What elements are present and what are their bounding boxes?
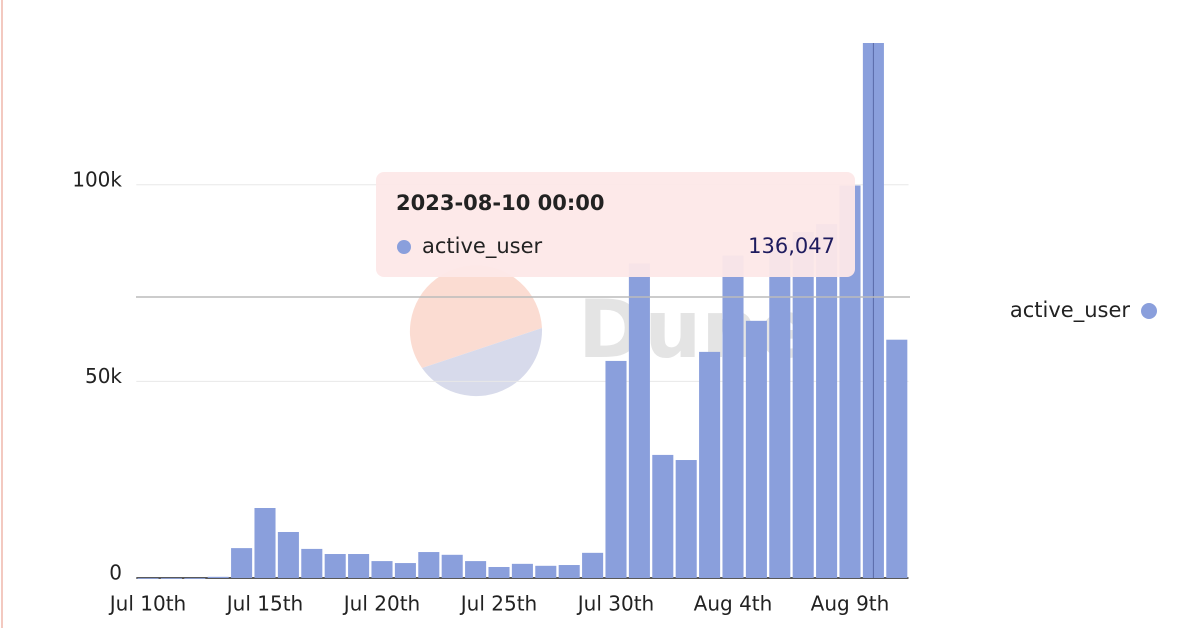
bar <box>582 552 604 578</box>
bar <box>769 243 791 578</box>
bar <box>207 576 229 578</box>
tooltip: 2023-08-10 00:00 active_user 136,047 <box>376 172 855 277</box>
y-tick-label: 100k <box>72 167 122 191</box>
x-tick-label: Jul 30th <box>576 592 654 616</box>
bar <box>745 320 767 578</box>
y-tick-label: 50k <box>85 364 122 388</box>
tooltip-swatch <box>397 240 411 254</box>
bar <box>371 561 393 578</box>
x-tick-label: Jul 10th <box>108 592 186 616</box>
x-tick-label: Aug 9th <box>811 592 890 616</box>
bar <box>254 508 276 578</box>
legend-swatch <box>1141 303 1157 319</box>
x-tick-label: Jul 25th <box>459 592 537 616</box>
legend-label: active_user <box>1010 298 1131 323</box>
bar <box>324 554 346 578</box>
bar <box>184 578 206 579</box>
bar <box>511 563 533 578</box>
bar <box>839 185 861 578</box>
bar <box>301 548 323 578</box>
bar <box>722 255 744 578</box>
bar <box>441 554 463 578</box>
bar <box>886 339 908 578</box>
bar <box>277 531 299 578</box>
bar <box>160 578 182 579</box>
tooltip-value: 136,047 <box>748 234 835 258</box>
x-tick-label: Aug 4th <box>694 592 773 616</box>
bar <box>348 554 370 578</box>
bar <box>231 548 253 578</box>
bar <box>792 231 814 578</box>
bar <box>137 578 159 579</box>
bar <box>605 360 627 578</box>
bar <box>675 460 697 578</box>
tooltip-title: 2023-08-10 00:00 <box>396 191 604 215</box>
tooltip-box <box>376 172 855 277</box>
bar <box>699 351 721 578</box>
x-tick-label: Jul 15th <box>225 592 303 616</box>
bar <box>488 566 510 578</box>
bar <box>816 224 838 578</box>
bar <box>418 552 440 578</box>
y-tick-label: 0 <box>109 561 122 585</box>
x-tick-label: Jul 20th <box>342 592 420 616</box>
bar <box>465 561 487 578</box>
bar <box>628 263 650 578</box>
bar <box>652 454 674 578</box>
bar <box>558 565 580 578</box>
bar <box>535 565 557 578</box>
legend: active_user <box>1010 298 1157 323</box>
bar <box>394 563 416 578</box>
tooltip-series: active_user <box>422 234 543 259</box>
